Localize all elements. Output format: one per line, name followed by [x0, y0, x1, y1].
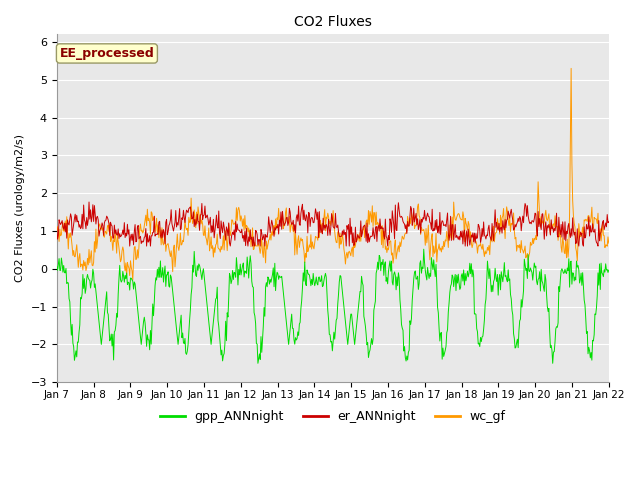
Text: EE_processed: EE_processed	[60, 47, 154, 60]
Title: CO2 Fluxes: CO2 Fluxes	[294, 15, 372, 29]
Legend: gpp_ANNnight, er_ANNnight, wc_gf: gpp_ANNnight, er_ANNnight, wc_gf	[155, 405, 511, 428]
Y-axis label: CO2 Fluxes (urology/m2/s): CO2 Fluxes (urology/m2/s)	[15, 134, 25, 282]
